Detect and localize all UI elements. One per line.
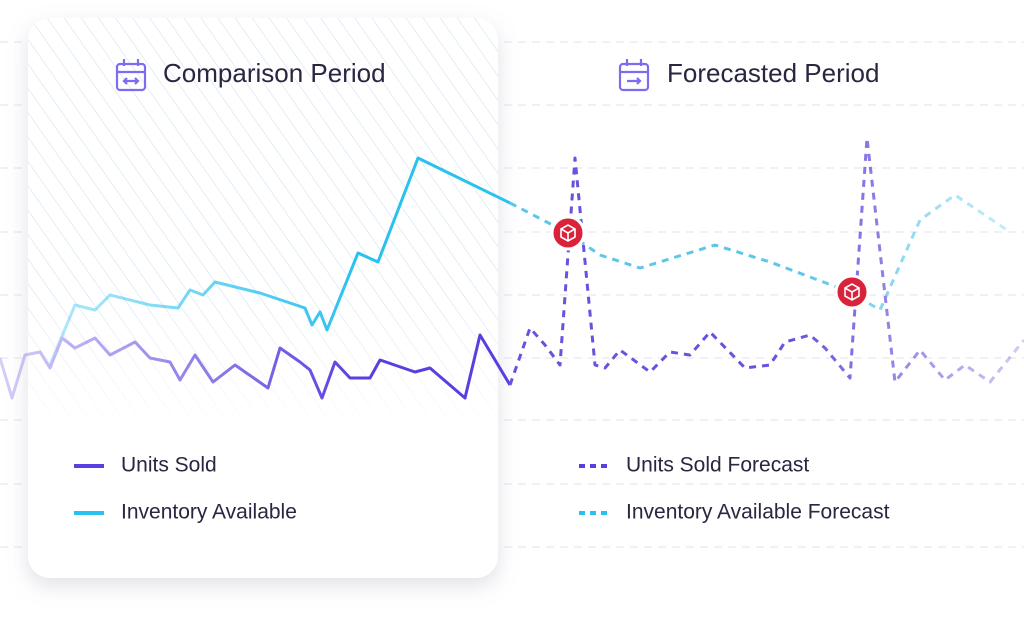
inventory-line: [48, 156, 511, 366]
period-title: Comparison Period: [163, 58, 386, 88]
event-marker: [834, 274, 870, 310]
legend-label: Inventory Available Forecast: [626, 501, 890, 524]
comparison-card: [28, 18, 498, 578]
legend-label: Units Sold: [121, 454, 217, 477]
legend-label: Units Sold Forecast: [626, 454, 809, 477]
units-forecast-line: [508, 136, 1024, 386]
period-title: Forecasted Period: [667, 58, 879, 88]
units-line: [0, 333, 512, 400]
event-marker: [550, 215, 586, 251]
calendar-icon: [115, 59, 147, 92]
calendar-icon: [618, 59, 650, 92]
lines: [0, 136, 1024, 400]
legend-label: Inventory Available: [121, 501, 297, 524]
inventory-forecast-line: [509, 193, 1011, 312]
